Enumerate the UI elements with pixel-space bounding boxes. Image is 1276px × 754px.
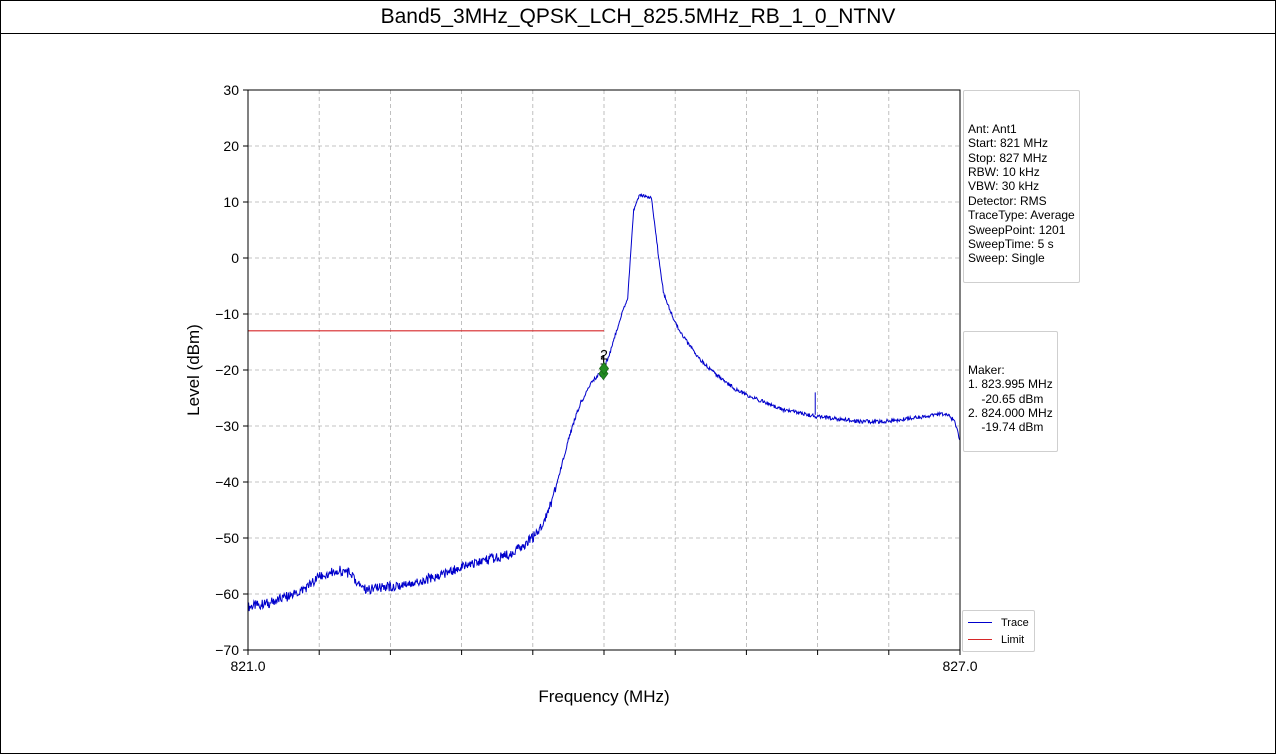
legend: Trace Limit bbox=[962, 610, 1035, 652]
marker-readout-line: 1. 823.995 MHz bbox=[968, 377, 1053, 392]
legend-label-limit: Limit bbox=[1001, 633, 1025, 646]
marker-readout-line: -19.74 dBm bbox=[968, 420, 1044, 435]
y-tick-label: −40 bbox=[215, 474, 239, 490]
legend-label-trace: Trace bbox=[1001, 616, 1029, 629]
legend-swatch-trace bbox=[968, 622, 992, 623]
instrument-setting-line: Ant: Ant1 bbox=[968, 121, 1017, 136]
instrument-setting-line: Sweep: Single bbox=[968, 251, 1045, 266]
y-tick-label: −10 bbox=[215, 306, 239, 322]
y-tick-label: −30 bbox=[215, 418, 239, 434]
marker-layer: 12 bbox=[598, 347, 609, 381]
chart-title: Band5_3MHz_QPSK_LCH_825.5MHz_RB_1_0_NTNV bbox=[1, 1, 1275, 34]
instrument-setting-line: Start: 821 MHz bbox=[968, 136, 1049, 151]
marker-2-point bbox=[599, 361, 609, 376]
instrument-settings-box: Ant: Ant1 Start: 821 MHz Stop: 827 MHz RBW:… bbox=[963, 90, 1080, 284]
instrument-setting-line: SweepPoint: 1201 bbox=[968, 222, 1066, 237]
y-axis-label: Level (dBm) bbox=[184, 324, 203, 416]
marker-readout-line: -20.65 dBm bbox=[968, 391, 1044, 406]
y-tick-label: 20 bbox=[223, 138, 239, 154]
x-axis-label: Frequency (MHz) bbox=[538, 687, 669, 706]
instrument-setting-line: TraceType: Average bbox=[968, 208, 1075, 223]
instrument-setting-line: Detector: RMS bbox=[968, 193, 1047, 208]
marker-readout-line: Maker: bbox=[968, 362, 1005, 377]
x-tick-label: 827.0 bbox=[942, 658, 977, 674]
marker-readout-line: 2. 824.000 MHz bbox=[968, 406, 1053, 421]
instrument-setting-line: Stop: 827 MHz bbox=[968, 150, 1048, 165]
legend-item-limit: Limit bbox=[968, 631, 1029, 648]
y-tick-label: 30 bbox=[223, 82, 239, 98]
y-tick-label: 0 bbox=[231, 250, 239, 266]
legend-swatch-limit bbox=[968, 639, 992, 640]
marker-2-label: 2 bbox=[600, 347, 608, 363]
y-tick-label: −70 bbox=[215, 642, 239, 658]
y-tick-label: −50 bbox=[215, 530, 239, 546]
marker-1-label: 1 bbox=[600, 352, 608, 368]
y-tick-label: 10 bbox=[223, 194, 239, 210]
series-layer bbox=[247, 192, 961, 612]
instrument-setting-line: SweepTime: 5 s bbox=[968, 237, 1054, 252]
instrument-setting-line: RBW: 10 kHz bbox=[968, 165, 1040, 180]
instrument-setting-line: VBW: 30 kHz bbox=[968, 179, 1040, 194]
marker-readout-box: Maker: 1. 823.995 MHz -20.65 dBm 2. 824.00… bbox=[963, 331, 1058, 453]
legend-item-trace: Trace bbox=[968, 614, 1029, 631]
x-tick-label: 821.0 bbox=[230, 658, 265, 674]
y-tick-label: −20 bbox=[215, 362, 239, 378]
y-tick-label: −60 bbox=[215, 586, 239, 602]
series-line-trace bbox=[247, 192, 961, 612]
